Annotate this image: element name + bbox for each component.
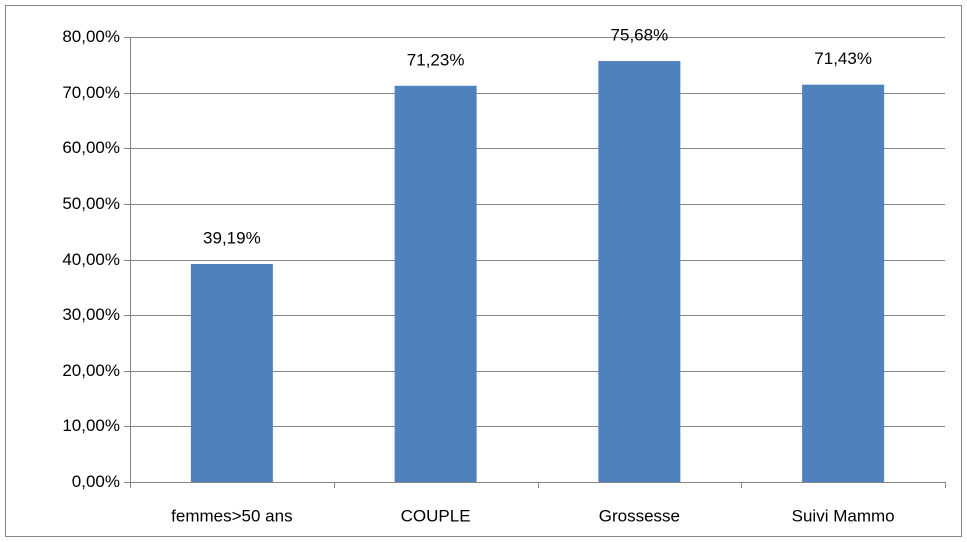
data-label: 71,23% xyxy=(407,50,465,69)
x-tick-label: femmes>50 ans xyxy=(171,506,292,525)
bar xyxy=(598,61,681,482)
y-tick-label: 40,00% xyxy=(62,250,120,269)
y-tick-label: 80,00% xyxy=(62,27,120,46)
y-tick-label: 30,00% xyxy=(62,305,120,324)
y-tick-label: 70,00% xyxy=(62,83,120,102)
bar xyxy=(802,84,885,482)
y-tick-label: 20,00% xyxy=(62,361,120,380)
x-tick-label: Suivi Mammo xyxy=(792,506,895,525)
bar xyxy=(394,85,477,482)
y-tick-label: 50,00% xyxy=(62,194,120,213)
y-tick-label: 60,00% xyxy=(62,138,120,157)
x-tick-label: COUPLE xyxy=(401,506,471,525)
bar xyxy=(190,264,273,482)
y-tick-label: 10,00% xyxy=(62,416,120,435)
x-tick-label: Grossesse xyxy=(599,506,680,525)
data-label: 75,68% xyxy=(611,26,669,45)
y-tick-label: 0,00% xyxy=(72,472,120,491)
data-label: 71,43% xyxy=(814,49,872,68)
data-label: 39,19% xyxy=(203,228,261,247)
